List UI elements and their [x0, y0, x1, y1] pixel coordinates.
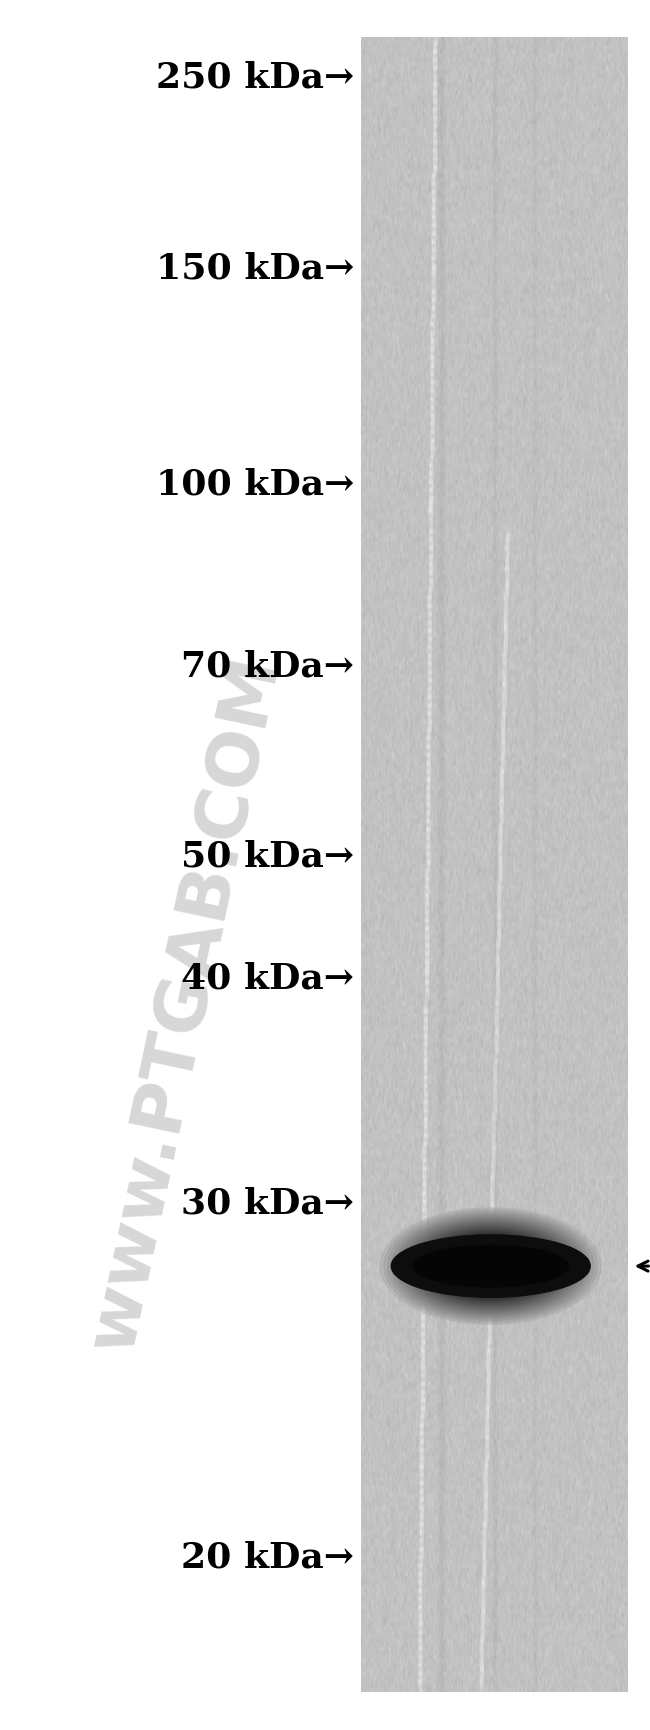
Ellipse shape	[406, 1221, 575, 1311]
Ellipse shape	[421, 1230, 561, 1303]
Ellipse shape	[384, 1211, 597, 1322]
Ellipse shape	[387, 1213, 594, 1320]
Ellipse shape	[391, 1214, 590, 1318]
Ellipse shape	[380, 1208, 601, 1325]
Text: 100 kDa→: 100 kDa→	[156, 467, 354, 502]
Ellipse shape	[428, 1233, 553, 1299]
Text: 30 kDa→: 30 kDa→	[181, 1185, 354, 1220]
Text: 20 kDa→: 20 kDa→	[181, 1540, 354, 1574]
Ellipse shape	[417, 1228, 564, 1304]
Text: 150 kDa→: 150 kDa→	[156, 251, 354, 285]
Ellipse shape	[413, 1246, 568, 1287]
Ellipse shape	[424, 1232, 557, 1301]
Ellipse shape	[395, 1216, 586, 1317]
Text: 50 kDa→: 50 kDa→	[181, 839, 354, 874]
Ellipse shape	[413, 1225, 568, 1308]
Ellipse shape	[432, 1235, 550, 1298]
Text: 70 kDa→: 70 kDa→	[181, 649, 354, 683]
Ellipse shape	[410, 1223, 572, 1310]
Ellipse shape	[398, 1218, 583, 1315]
Ellipse shape	[402, 1220, 579, 1313]
Text: 40 kDa→: 40 kDa→	[181, 960, 354, 995]
Text: 250 kDa→: 250 kDa→	[156, 61, 354, 95]
Text: www.PTGAB.COM: www.PTGAB.COM	[78, 649, 292, 1358]
Ellipse shape	[391, 1235, 590, 1298]
